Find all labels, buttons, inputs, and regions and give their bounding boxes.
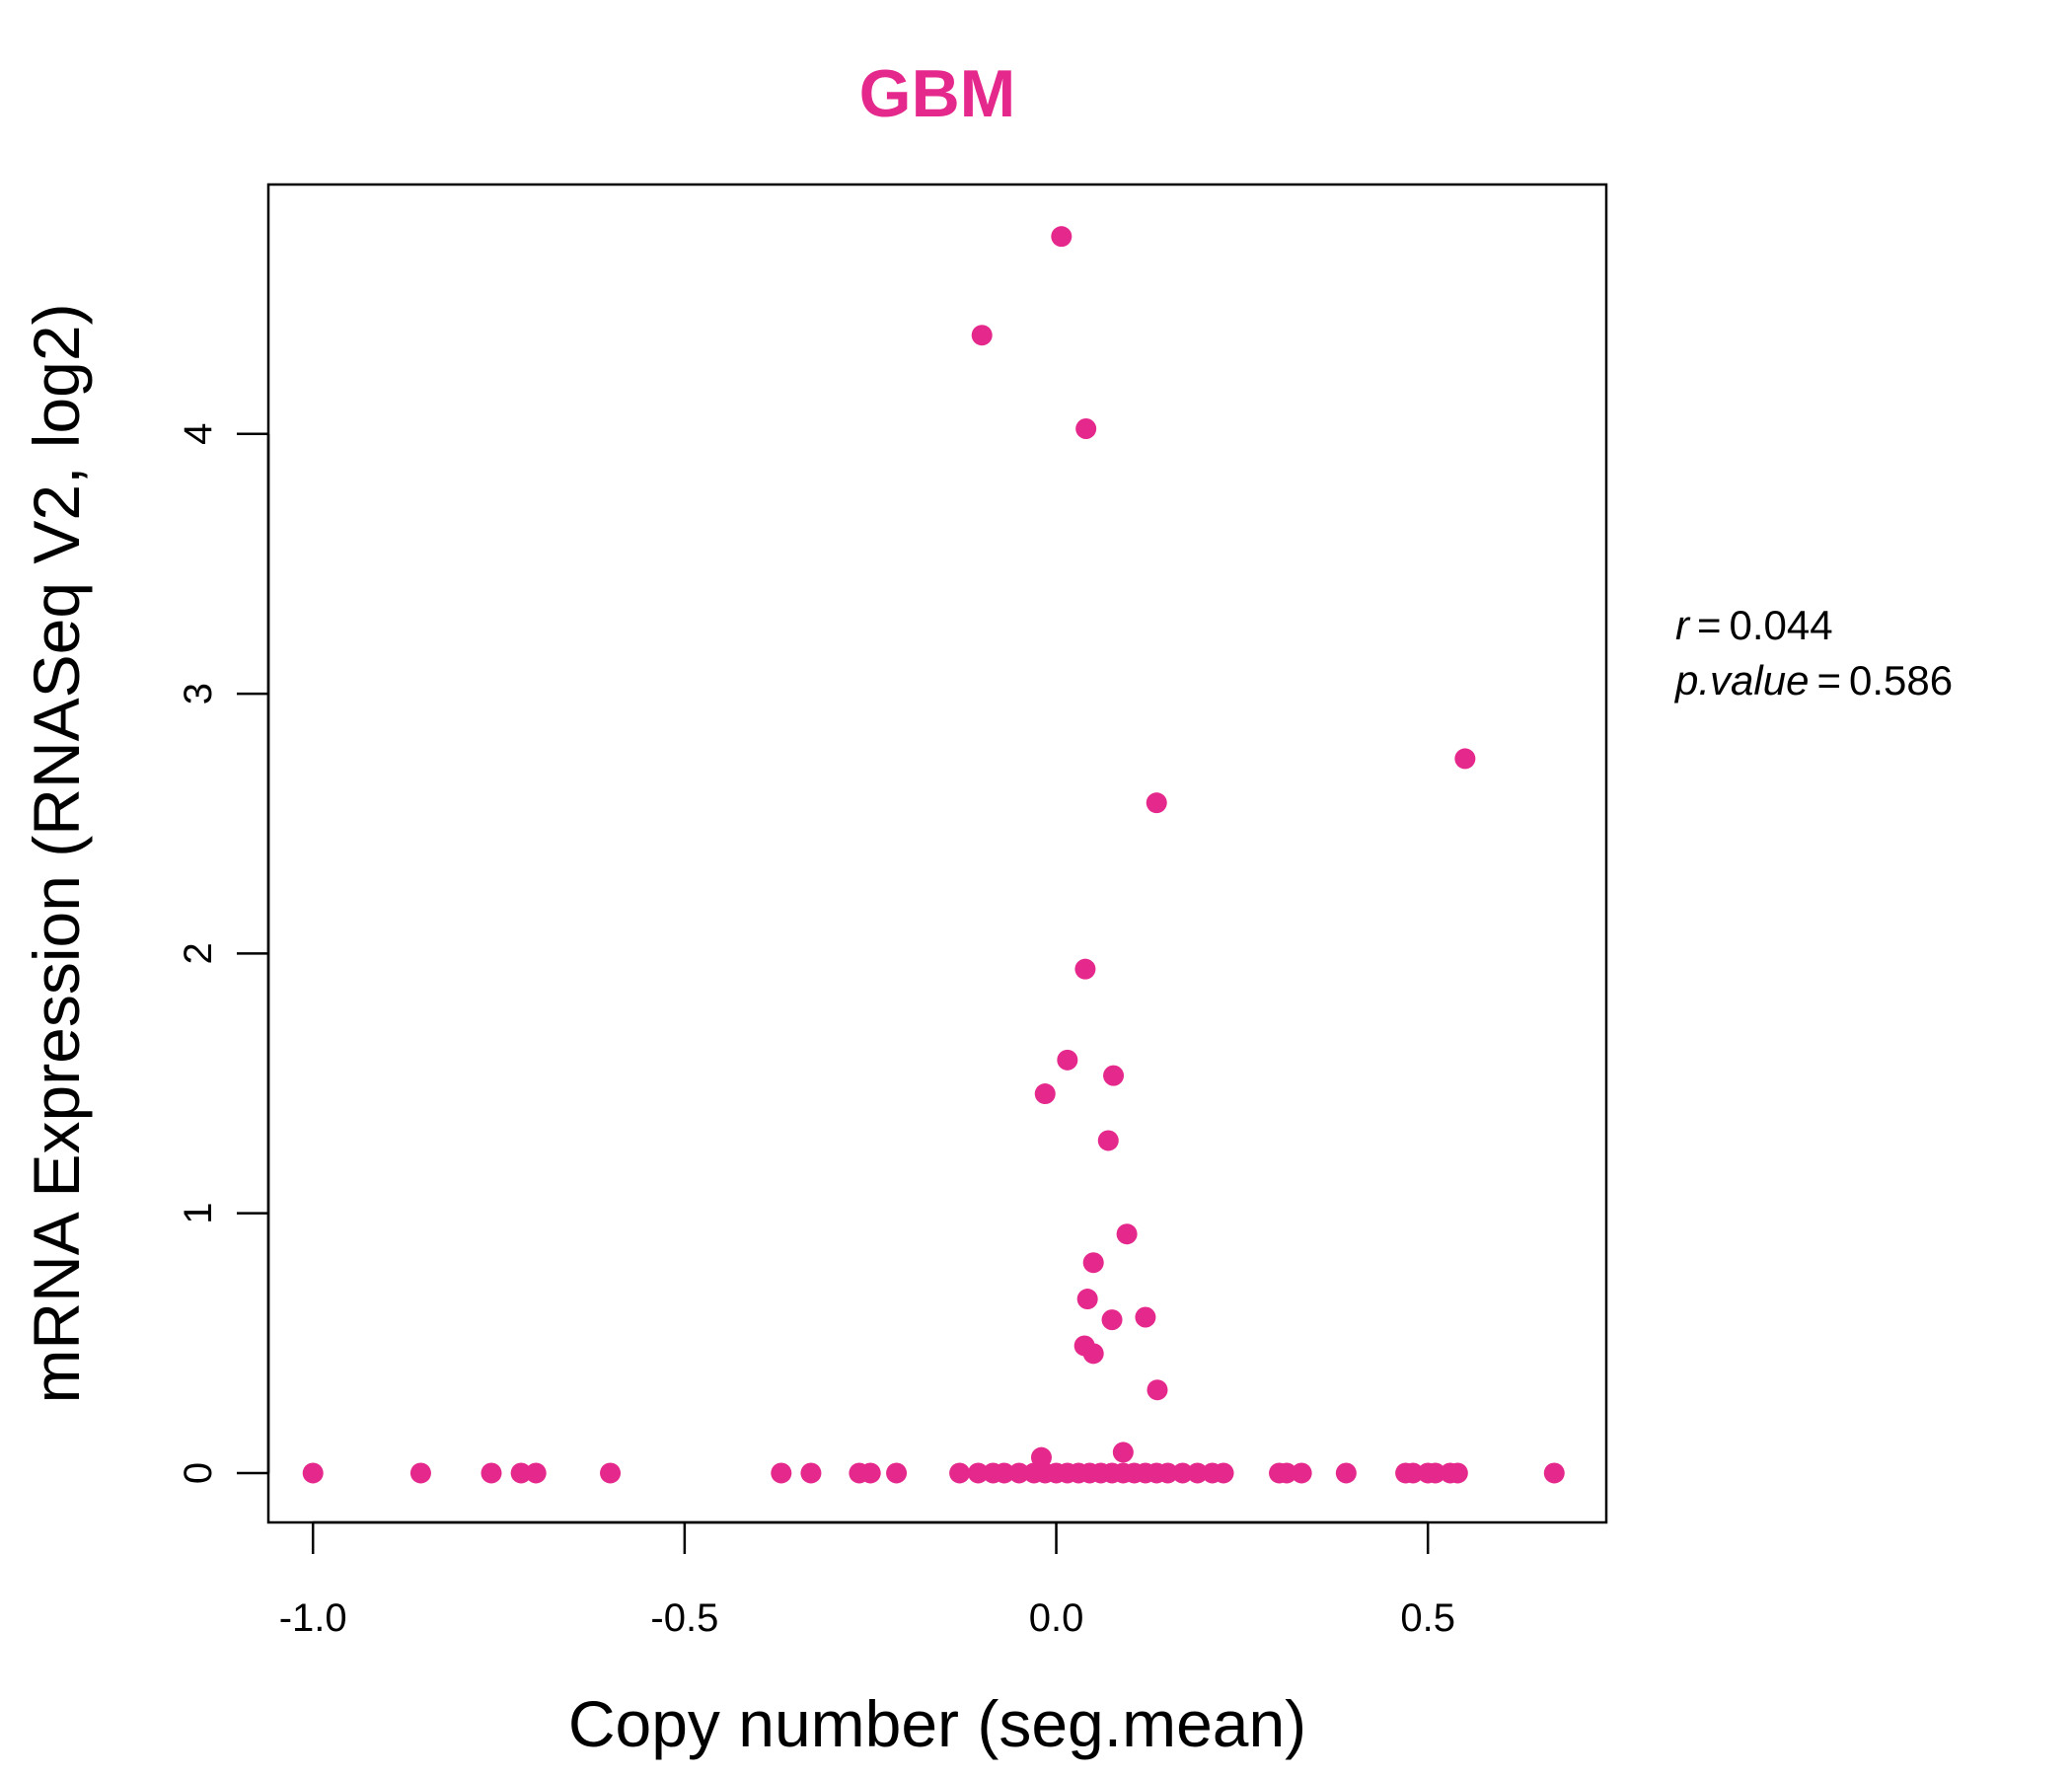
data-point: [1146, 792, 1167, 814]
chart-title: GBM: [859, 56, 1016, 131]
data-point: [1075, 418, 1097, 440]
data-point: [302, 1462, 324, 1484]
data-point: [1402, 1462, 1424, 1484]
y-tick-label: 0: [177, 1462, 220, 1484]
data-point: [1291, 1462, 1312, 1484]
x-tick-label: 0.5: [1400, 1596, 1455, 1640]
data-point: [1051, 226, 1073, 248]
data-point: [1103, 1065, 1125, 1086]
data-point: [1543, 1462, 1565, 1484]
y-tick-label: 2: [177, 942, 220, 964]
x-tick-label: 0.0: [1029, 1596, 1084, 1640]
x-axis: -1.0 -0.5 0.0 0.5: [279, 1520, 1455, 1640]
data-point: [1008, 1462, 1030, 1484]
x-axis-title: Copy number (seg.mean): [568, 1687, 1306, 1760]
data-point: [1454, 748, 1476, 770]
p-label: p.value: [1673, 657, 1809, 703]
data-point: [525, 1462, 547, 1484]
y-tick-label: 3: [177, 683, 220, 704]
points-layer: [302, 226, 1565, 1484]
data-point: [1034, 1083, 1056, 1105]
data-point: [1213, 1462, 1234, 1484]
r-label: r: [1675, 602, 1691, 648]
x-tick-label: -0.5: [650, 1596, 718, 1640]
correlation-stat: r = 0.044: [1675, 602, 1833, 648]
data-point: [1030, 1446, 1052, 1468]
data-point: [409, 1462, 431, 1484]
data-point: [1097, 1130, 1119, 1151]
data-point: [859, 1462, 881, 1484]
data-point: [949, 1462, 971, 1484]
data-point: [800, 1462, 822, 1484]
plot-frame: [266, 183, 1608, 1524]
data-point: [1157, 1462, 1179, 1484]
data-point: [481, 1462, 502, 1484]
y-axis-title: mRNA Expression (RNASeq V2, log2): [20, 303, 93, 1403]
y-axis: 0 1 2 3 4: [177, 423, 270, 1484]
p-value: 0.586: [1849, 657, 1953, 703]
data-point: [1187, 1462, 1209, 1484]
p-value-stat: p.value = 0.586: [1673, 657, 1953, 703]
data-point: [1335, 1462, 1357, 1484]
data-point: [967, 1462, 989, 1484]
data-point: [1112, 1442, 1134, 1463]
data-point: [1057, 1049, 1078, 1071]
data-point: [1101, 1309, 1123, 1331]
data-point: [971, 325, 993, 346]
data-point: [1082, 1252, 1104, 1274]
data-point: [771, 1462, 792, 1484]
data-point: [886, 1462, 908, 1484]
data-point: [510, 1462, 532, 1484]
data-point: [1076, 1289, 1098, 1310]
data-point: [1172, 1462, 1194, 1484]
data-point: [1082, 1343, 1104, 1365]
data-point: [994, 1462, 1015, 1484]
data-point: [1116, 1223, 1138, 1245]
x-tick-label: -1.0: [279, 1596, 347, 1640]
y-tick-label: 1: [177, 1203, 220, 1224]
data-point: [1147, 1379, 1168, 1401]
r-value: 0.044: [1730, 602, 1833, 648]
data-point: [1276, 1462, 1297, 1484]
data-point: [1135, 1306, 1156, 1328]
data-point: [600, 1462, 622, 1484]
data-point: [1446, 1462, 1468, 1484]
data-point: [1425, 1462, 1446, 1484]
data-point: [1074, 958, 1096, 980]
y-tick-label: 4: [177, 423, 220, 445]
